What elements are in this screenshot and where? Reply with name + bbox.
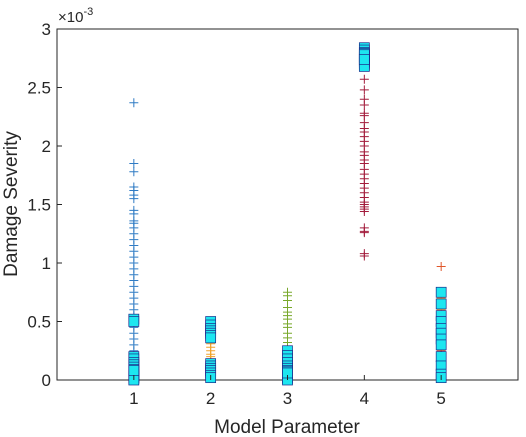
y-tick-label: 3	[42, 20, 51, 39]
x-tick-label: 5	[436, 389, 445, 408]
data-point-square	[435, 298, 447, 310]
series-3	[359, 74, 369, 261]
y-tick-label: 1	[42, 254, 51, 273]
axes: 1 2 3 4 5 0 0.5 1 1.5 2 2.5 3	[27, 20, 446, 408]
data-point-plus	[129, 194, 139, 204]
y-tick-label: 0.5	[27, 313, 51, 332]
y-axis-label: Damage Severity	[1, 131, 22, 277]
data-point-plus	[359, 74, 369, 84]
data-point-square	[435, 339, 447, 351]
x-tick-label: 4	[360, 389, 369, 408]
y-tick-label: 1.5	[27, 196, 51, 215]
data-point-square	[128, 365, 140, 376]
x-axis-label: Model Parameter	[214, 417, 360, 437]
data-point-square	[435, 351, 447, 362]
data-point-plus	[359, 100, 369, 110]
data-point-plus	[359, 207, 369, 217]
data-point-plus	[359, 226, 369, 236]
data-point-square	[128, 316, 140, 327]
series-5	[128, 42, 447, 386]
data-point-plus	[436, 262, 446, 272]
y-tick-label: 2	[42, 137, 51, 156]
data-point-square	[358, 54, 370, 65]
data-point-plus	[129, 159, 139, 169]
data-point-plus	[359, 85, 369, 95]
x-tick-label: 1	[129, 389, 138, 408]
data-marks	[128, 42, 447, 386]
y-axis-multiplier: ×10-3	[58, 6, 93, 26]
data-point-square	[435, 286, 447, 298]
x-tick-label: 2	[206, 389, 215, 408]
y-axis-multiplier-exponent: -3	[83, 6, 93, 18]
x-tick-label: 3	[283, 389, 292, 408]
y-tick-label: 0	[42, 371, 51, 390]
y-axis-multiplier-base: ×10	[58, 9, 83, 26]
data-point-square	[205, 332, 217, 344]
data-point-plus	[129, 98, 139, 108]
data-point-plus	[359, 251, 369, 261]
y-tick-label: 2.5	[27, 79, 51, 98]
data-point-plus	[129, 167, 139, 177]
